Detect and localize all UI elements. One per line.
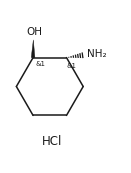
- Text: &1: &1: [36, 61, 45, 67]
- Text: &1: &1: [66, 63, 76, 69]
- Polygon shape: [31, 40, 35, 58]
- Text: NH₂: NH₂: [87, 49, 106, 59]
- Text: HCl: HCl: [42, 135, 63, 148]
- Text: OH: OH: [26, 27, 42, 37]
